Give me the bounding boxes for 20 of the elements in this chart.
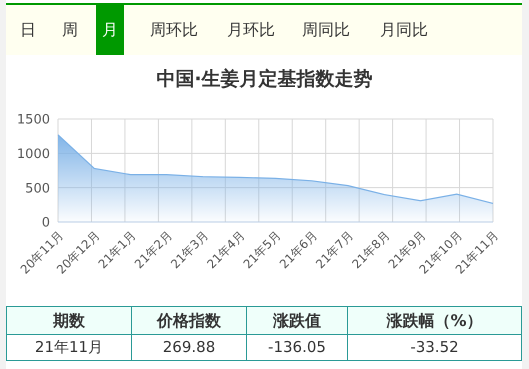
y-tick-label: 1000 (16, 146, 50, 162)
text: 价格指数 (131, 307, 246, 334)
text: 周环比 (149, 19, 199, 41)
text: 日 (19, 19, 37, 41)
text: -33.52 (347, 335, 521, 360)
y-tick-label: 500 (25, 181, 50, 196)
text: 周同比 (301, 19, 351, 41)
text: 月环比 (226, 19, 276, 41)
text: 涨跌幅（%） (347, 307, 521, 334)
text: 涨跌值 (246, 307, 347, 334)
text: 期数 (52, 310, 86, 332)
text: 月 (96, 5, 124, 55)
y-tick-label: 1500 (16, 112, 50, 128)
text: 月同比 (379, 19, 429, 41)
text: 周 (61, 19, 79, 41)
y-tick-label: 0 (42, 216, 50, 231)
text: 269.88 (131, 335, 246, 360)
text: 21年11月 (34, 337, 104, 358)
text: -136.05 (246, 335, 347, 360)
chart-title: 中国·生姜月定基指数走势 (155, 67, 374, 92)
